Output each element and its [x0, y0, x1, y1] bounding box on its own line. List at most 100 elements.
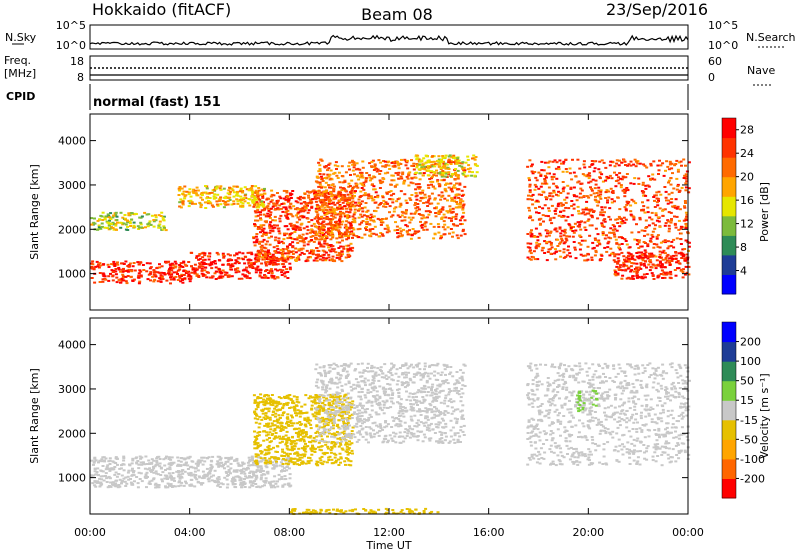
scatter-cell [179, 265, 183, 268]
scatter-cell [261, 205, 265, 208]
scatter-cell [228, 186, 231, 189]
scatter-cell [197, 459, 201, 462]
scatter-cell [663, 252, 667, 255]
noise-panel: N.Sky 10^5 10^0 10^5 10^0 N.Search [5, 19, 796, 52]
scatter-cell [654, 224, 657, 227]
scatter-cell [349, 460, 353, 463]
scatter-cell [297, 249, 301, 252]
scatter-cell [448, 154, 452, 157]
scatter-cell [321, 249, 325, 252]
scatter-cell [454, 171, 457, 174]
scatter-cell [650, 272, 654, 275]
scatter-cell [122, 279, 126, 282]
scatter-cell [665, 271, 669, 274]
scatter-cell [559, 235, 563, 238]
scatter-cell [638, 276, 642, 279]
scatter-cell [277, 401, 281, 404]
scatter-cell [684, 173, 688, 176]
scatter-cell [624, 240, 628, 242]
scatter-cell [655, 201, 659, 204]
scatter-cell [614, 218, 618, 221]
scatter-cell [594, 239, 597, 241]
scatter-cell [678, 208, 682, 211]
scatter-cell [404, 164, 408, 167]
scatter-cell [459, 234, 463, 237]
scatter-cell [668, 257, 672, 260]
scatter-cell [329, 169, 333, 172]
scatter-cell [422, 172, 426, 175]
scatter-cell [139, 457, 143, 460]
scatter-cell [111, 460, 115, 463]
scatter-cell [317, 185, 321, 188]
scatter-cell [343, 231, 347, 234]
scatter-cell [226, 192, 230, 195]
scatter-cell [399, 204, 403, 206]
scatter-cell [248, 266, 252, 269]
scatter-cell [596, 204, 600, 207]
scatter-cell [345, 210, 349, 213]
scatter-cell [317, 189, 321, 192]
scatter-cell [372, 188, 376, 191]
scatter-cell [328, 415, 332, 418]
scatter-cell [629, 277, 633, 280]
scatter-cell [318, 183, 322, 186]
scatter-cell [590, 189, 594, 192]
scatter-cell [360, 221, 364, 224]
scatter-cell [108, 477, 112, 480]
scatter-cell [190, 265, 193, 268]
scatter-cell [669, 177, 673, 180]
scatter-cell [617, 236, 621, 239]
scatter-cell [233, 459, 237, 462]
scatter-cell [674, 198, 678, 201]
scatter-cell [533, 258, 537, 261]
scatter-cell [454, 159, 458, 162]
scatter-cell [136, 225, 140, 228]
scatter-cell [197, 276, 201, 278]
scatter-cell [296, 454, 300, 457]
scatter-cell [292, 428, 296, 431]
scatter-cell [441, 194, 445, 197]
scatter-cell [243, 262, 247, 265]
scatter-cell [607, 215, 611, 218]
scatter-cell [122, 459, 126, 462]
scatter-cell [539, 217, 543, 220]
scatter-cell [447, 186, 451, 189]
scatter-cell [119, 281, 122, 284]
scatter-cell [300, 251, 304, 254]
scatter-cell [340, 250, 344, 253]
scatter-cell [613, 260, 617, 263]
scatter-cell [565, 235, 569, 238]
scatter-cell [247, 464, 251, 467]
scatter-cell [286, 216, 289, 219]
scatter-cell [595, 192, 599, 194]
scatter-cell [231, 189, 235, 192]
scatter-cell [658, 253, 662, 256]
scatter-cell [681, 248, 685, 251]
scatter-cell [303, 201, 307, 203]
scatter-cell [649, 255, 653, 258]
scatter-cell [271, 424, 275, 427]
scatter-cell [547, 234, 551, 237]
scatter-cell [459, 223, 463, 226]
scatter-cell [111, 274, 115, 277]
scatter-cell [615, 173, 619, 176]
scatter-cell [340, 260, 344, 263]
scatter-cell [442, 160, 445, 163]
scatter-cell [127, 478, 131, 481]
scatter-cell [566, 192, 570, 195]
scatter-cell [661, 258, 665, 261]
scatter-cell [554, 212, 558, 215]
scatter-cell [409, 212, 413, 215]
scatter-cell [220, 461, 224, 464]
scatter-cell [459, 201, 462, 204]
scatter-cell [221, 252, 225, 255]
scatter-cell [392, 192, 396, 195]
scatter-cell [458, 182, 462, 185]
scatter-cell [325, 176, 329, 179]
scatter-cell [184, 194, 188, 197]
scatter-cell [219, 203, 223, 206]
scatter-cell [216, 460, 220, 463]
scatter-cell [211, 205, 215, 208]
freq-tick-top: 18 [70, 55, 84, 68]
scatter-cell [179, 262, 183, 265]
